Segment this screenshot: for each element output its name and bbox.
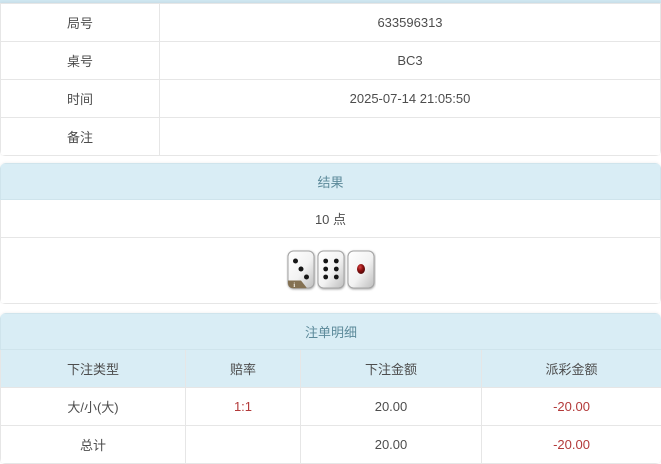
svg-text:i: i (293, 282, 295, 289)
